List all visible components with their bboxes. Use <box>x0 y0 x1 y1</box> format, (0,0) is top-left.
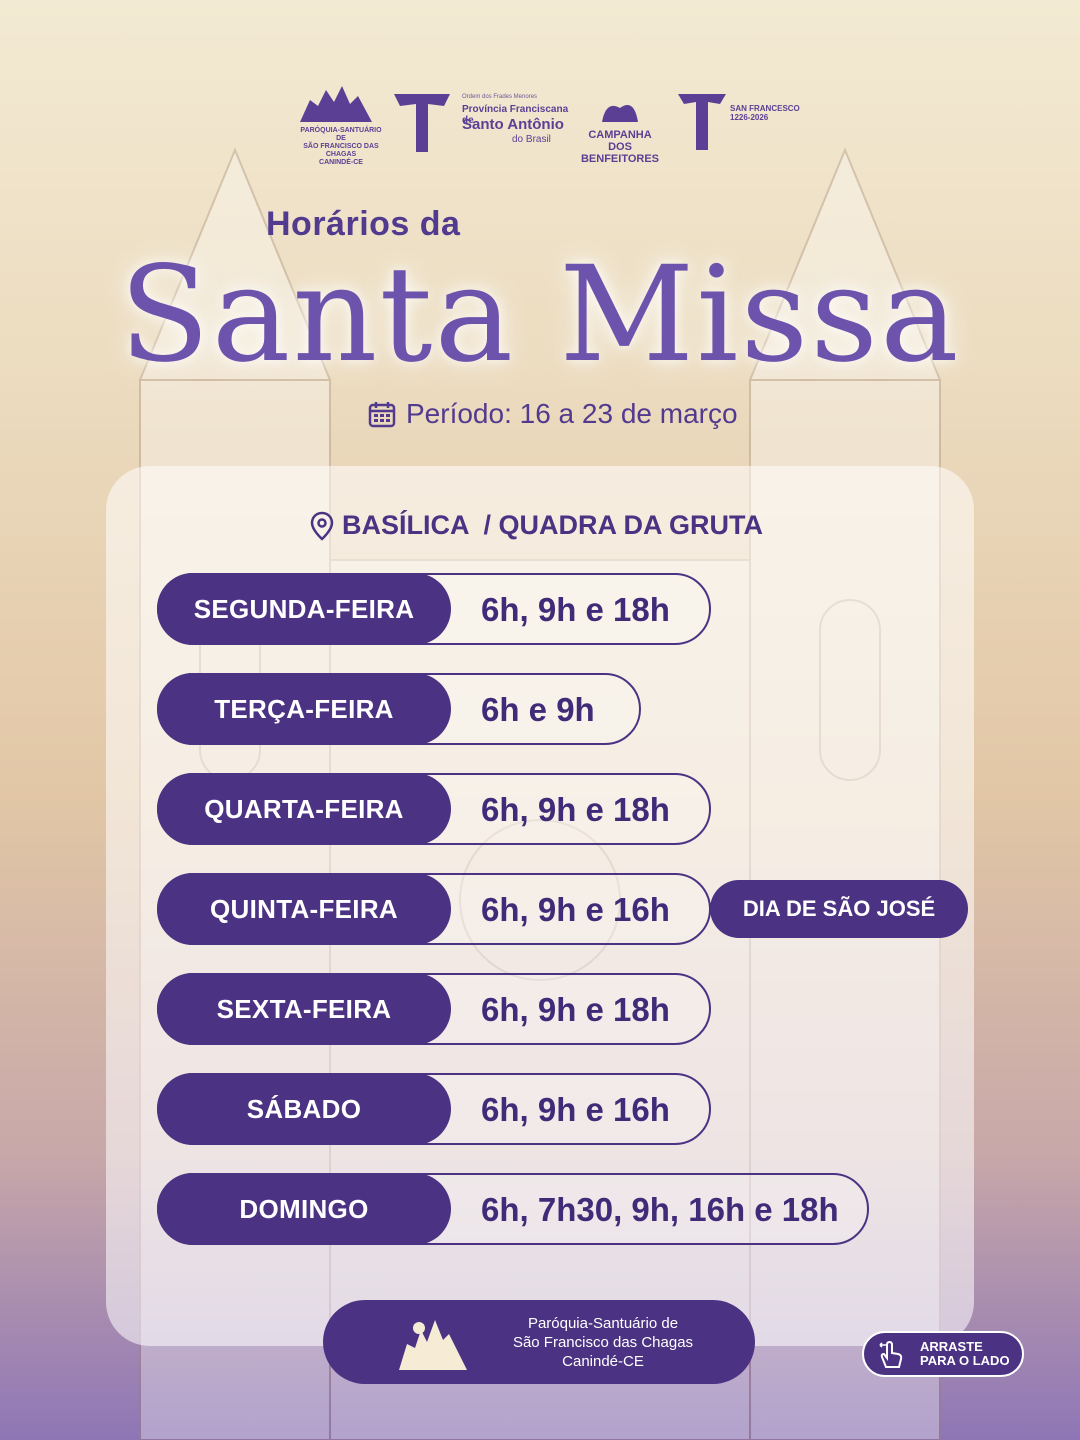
period-line: Período: 16 a 23 de março <box>368 398 738 430</box>
day-pill: QUINTA-FEIRA <box>157 873 451 945</box>
day-pill: SEXTA-FEIRA <box>157 973 451 1045</box>
feast-note-badge: DIA DE SÃO JOSÉ <box>710 880 968 938</box>
day-pill: SÁBADO <box>157 1073 451 1145</box>
swipe-line2: PARA O LADO <box>920 1353 1010 1368</box>
campaign-hands-icon <box>602 105 638 122</box>
campaign-logo: CAMPANHA DOS BENFEITORES <box>580 94 660 165</box>
saint-francis-tau-icon <box>678 94 726 150</box>
saint-francis-line1: SAN FRANCESCO <box>730 104 800 113</box>
day-pill: QUARTA-FEIRA <box>157 773 451 845</box>
swipe-line1: ARRASTE <box>920 1339 983 1354</box>
campaign-logo-line2: BENFEITORES <box>580 153 660 165</box>
swipe-hand-icon <box>879 1340 903 1368</box>
province-logo-line1: Ordem dos Frades Menores <box>462 94 538 100</box>
map-pin-icon <box>310 511 334 541</box>
parish-logo-line3: CANINDÉ-CE <box>319 159 363 166</box>
footer-line3: Canindé-CE <box>562 1353 644 1370</box>
subtitle: Horários da <box>266 205 461 243</box>
location-line: BASÍLICA / QUADRA DA GRUTA <box>310 510 763 541</box>
footer-line1: Paróquia-Santuário de <box>527 1315 679 1332</box>
mass-times: 6h, 9h e 18h <box>481 991 670 1028</box>
parish-church-icon <box>300 86 372 122</box>
campaign-logo-line1: CAMPANHA DOS <box>588 129 652 153</box>
period-text: Período: 16 a 23 de março <box>406 398 738 429</box>
parish-logo-line1: PARÓQUIA-SANTUÁRIO DE <box>300 127 382 142</box>
saint-francis-line2: 1226-2026 <box>730 113 769 122</box>
page-title: Santa Missa <box>119 238 961 392</box>
parish-church-icon <box>399 1320 467 1370</box>
footer-parish-badge: Paróquia-Santuário de São Francisco das … <box>323 1300 755 1384</box>
day-pill: TERÇA-FEIRA <box>157 673 451 745</box>
location-label: BASÍLICA / QUADRA DA GRUTA <box>342 510 763 540</box>
tau-cross-icon <box>394 94 450 152</box>
mass-times: 6h e 9h <box>481 691 595 728</box>
province-logo-line4: do Brasil <box>512 134 551 145</box>
day-pill: DOMINGO <box>157 1173 451 1245</box>
mass-times: 6h, 7h30, 9h, 16h e 18h <box>481 1191 839 1228</box>
mass-times: 6h, 9h e 18h <box>481 791 670 828</box>
parish-logo-line2: SÃO FRANCISCO DAS CHAGAS <box>303 143 379 158</box>
province-logo-line2: Província Franciscana de <box>462 104 569 126</box>
day-pill: SEGUNDA-FEIRA <box>157 573 451 645</box>
mass-times: 6h, 9h e 18h <box>481 591 670 628</box>
parish-logo: PARÓQUIA-SANTUÁRIO DE SÃO FRANCISCO DAS … <box>296 82 386 167</box>
swipe-hint: ARRASTE PARA O LADO <box>862 1331 1024 1377</box>
footer-line2: São Francisco das Chagas <box>512 1334 694 1351</box>
calendar-icon <box>368 402 396 428</box>
logo-bar: PARÓQUIA-SANTUÁRIO DE SÃO FRANCISCO DAS … <box>0 82 1080 166</box>
province-logo-line3: Santo Antônio <box>462 116 564 133</box>
mass-times: 6h, 9h e 16h <box>481 1091 670 1128</box>
mass-times: 6h, 9h e 16h <box>481 891 670 928</box>
